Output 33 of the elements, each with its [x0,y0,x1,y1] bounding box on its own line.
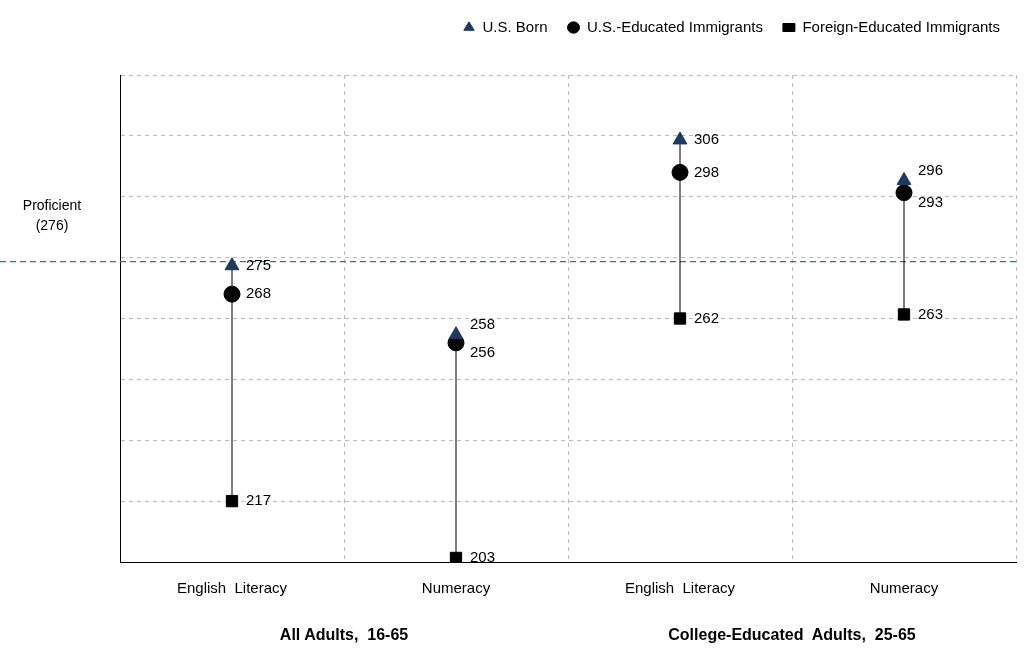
point [224,257,240,271]
point [672,131,688,145]
text: All Adults, 16-65 [279,626,409,644]
point [223,285,241,303]
data-label: 275 [246,255,272,273]
point [225,494,239,508]
data-label: 262 [694,308,720,326]
point [896,172,912,186]
x-tick-label: Numeracy [869,579,939,597]
point [671,163,689,181]
x-tick-label: Numeracy [421,579,491,597]
data-label: 203 [470,548,496,566]
point [449,551,463,562]
point [895,184,913,202]
point [673,312,687,325]
legend-label: U.S. Born [482,17,548,35]
point [448,326,464,340]
data-label: 263 [918,304,944,322]
data-label: 258 [470,314,496,332]
legend-label: Foreign-Educated Immigrants [802,17,1001,35]
x-tick-label: English Literacy [176,579,288,597]
data-label: 293 [918,192,944,210]
data-label: 268 [246,284,272,302]
data-label: 256 [470,342,496,360]
data-label: 298 [694,162,720,180]
data-label: 217 [246,491,272,509]
data-label: 306 [694,130,720,148]
point [897,308,911,321]
ref-line-label: Proficient (276) [22,196,82,233]
x-tick-label: English Literacy [624,579,736,597]
text: College-Educated Adults, 25-65 [668,626,916,644]
data-label: 296 [918,160,944,178]
legend-label: U.S.-Educated Immigrants [587,17,763,35]
